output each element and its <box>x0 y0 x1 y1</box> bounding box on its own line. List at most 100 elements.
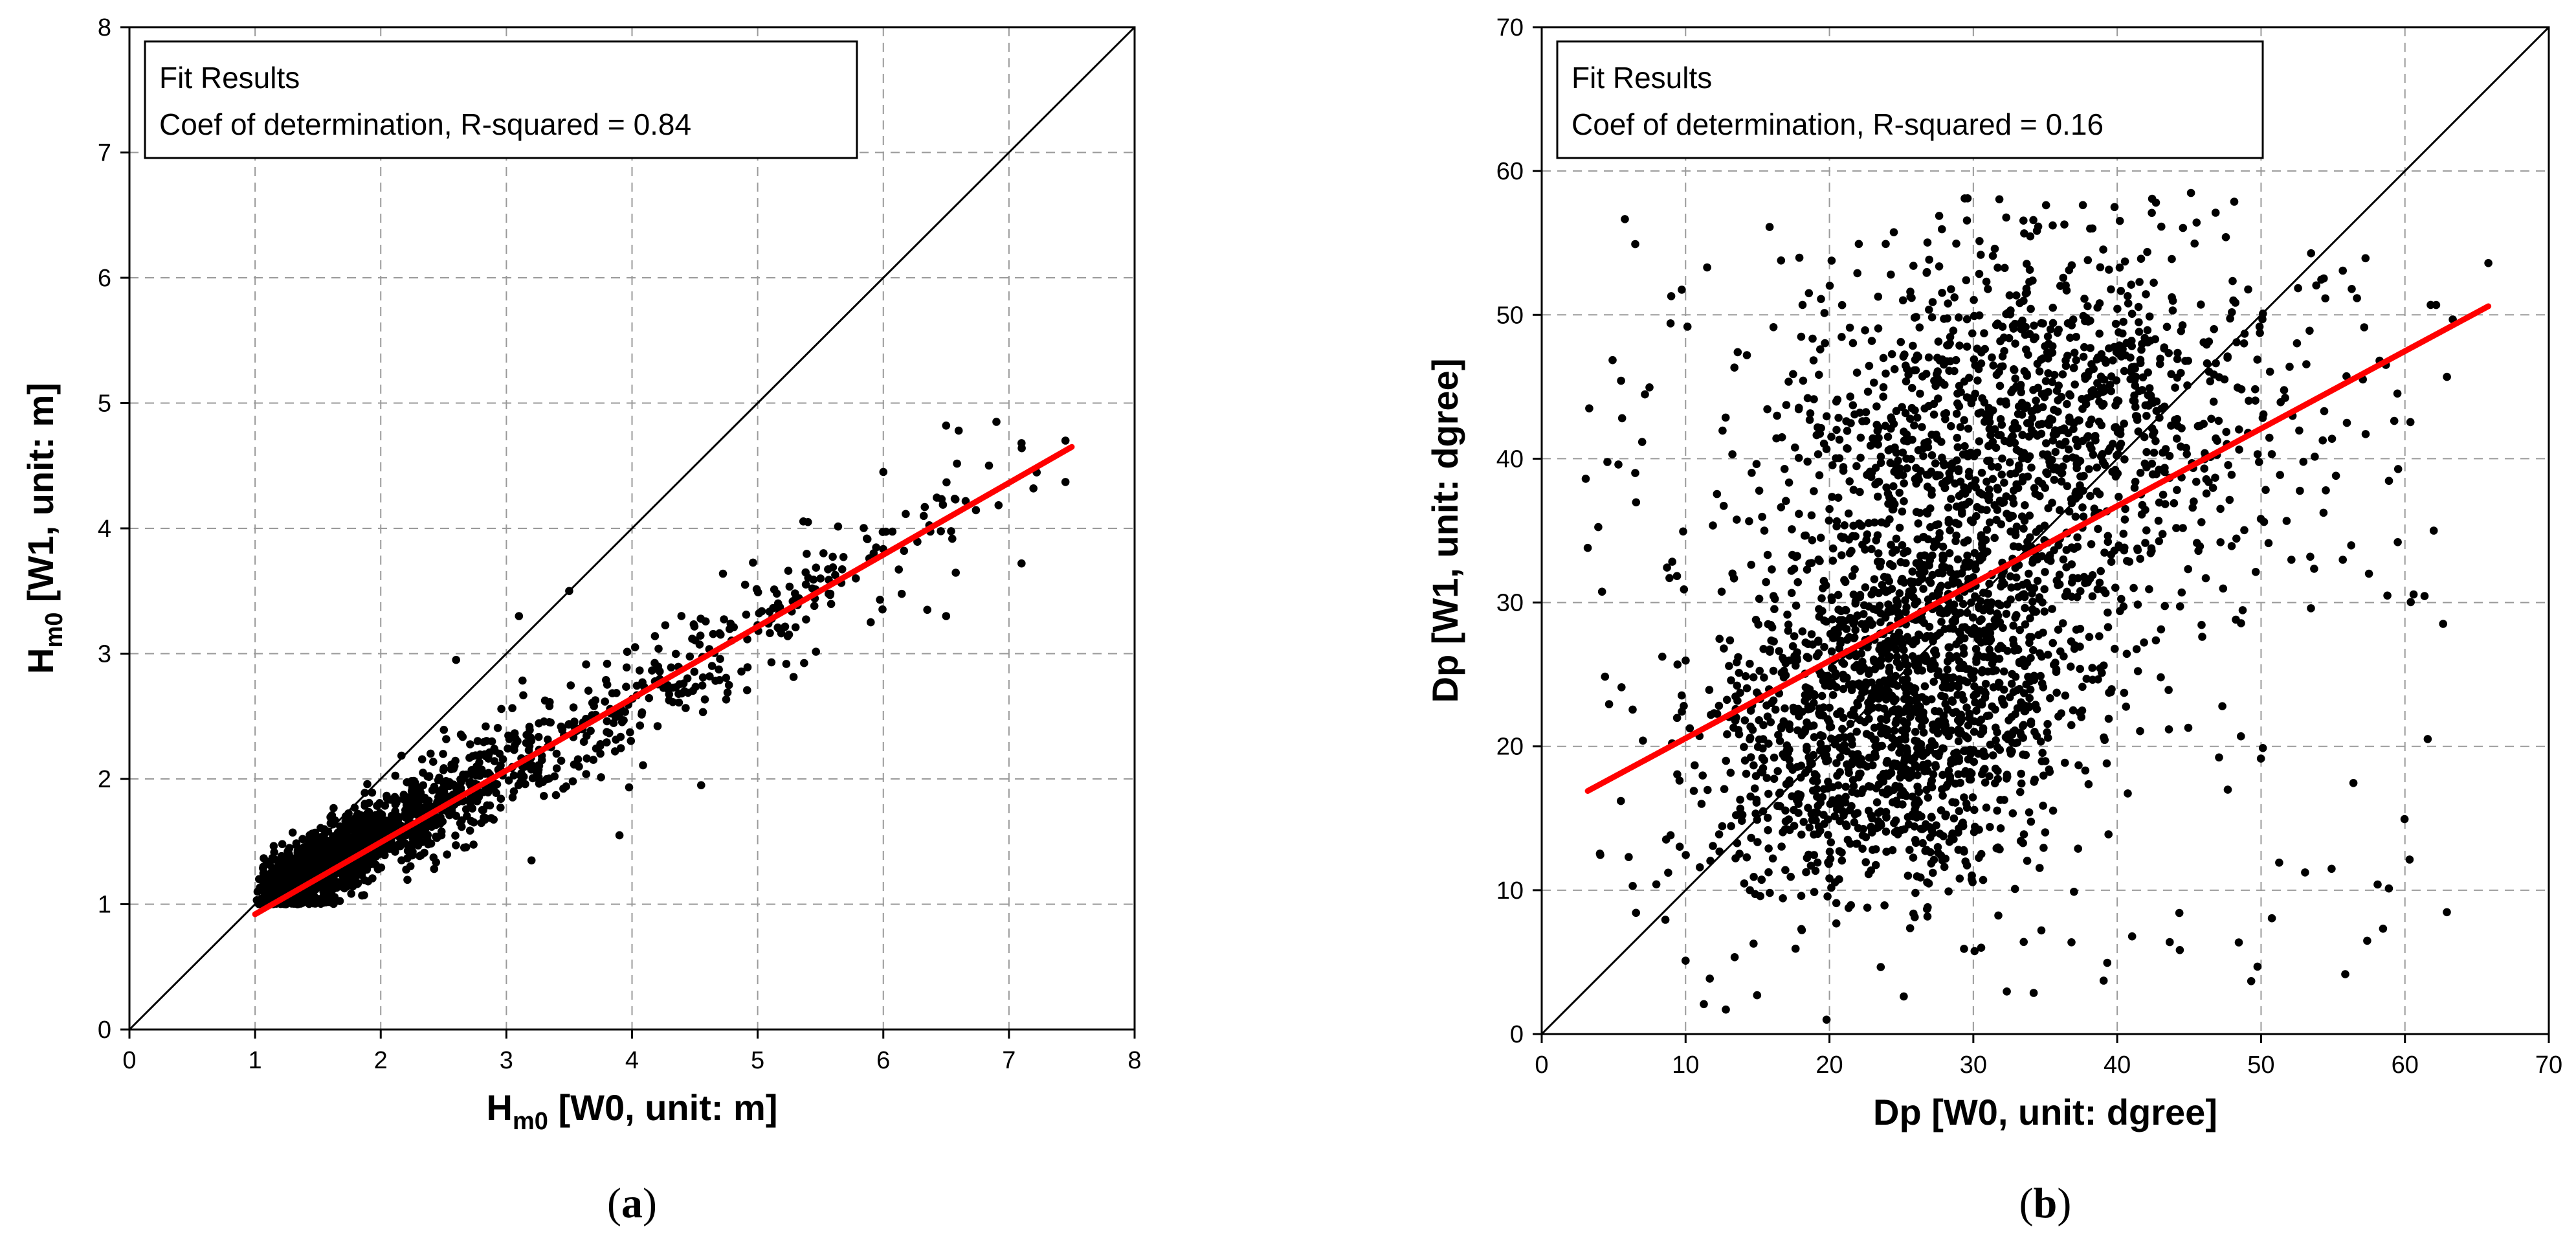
scatter-point <box>2006 595 2015 604</box>
scatter-point <box>2019 750 2027 759</box>
scatter-point <box>2105 265 2113 274</box>
scatter-point <box>2087 444 2096 453</box>
scatter-point <box>2076 664 2084 673</box>
scatter-point <box>1860 610 1868 618</box>
scatter-point <box>2036 671 2045 681</box>
scatter-point <box>582 770 590 778</box>
scatter-point <box>1924 793 1933 802</box>
scatter-point <box>2104 532 2113 541</box>
scatter-point <box>2127 342 2136 350</box>
scatter-point <box>1822 617 1830 626</box>
scatter-point <box>827 600 836 609</box>
scatter-point <box>1882 813 1891 822</box>
scatter-point <box>825 589 833 598</box>
scatter-point <box>300 861 309 870</box>
scatter-point <box>1956 423 1965 431</box>
scatter-point <box>2083 302 2092 311</box>
scatter-point <box>2161 500 2170 508</box>
scatter-point <box>1795 510 1803 518</box>
scatter-point <box>2034 631 2043 640</box>
scatter-point <box>1946 333 1955 341</box>
scatter-point <box>1918 423 1926 431</box>
scatter-point <box>2208 484 2217 492</box>
scatter-point <box>2227 542 2236 550</box>
scatter-point <box>372 811 381 820</box>
scatter-point <box>2072 356 2080 365</box>
scatter-point <box>1927 776 1936 785</box>
scatter-point <box>1718 822 1727 831</box>
scatter-point <box>1944 299 1952 308</box>
scatter-point <box>1680 585 1689 594</box>
scatter-point <box>1987 462 1996 471</box>
scatter-point <box>1938 771 1947 780</box>
scatter-point <box>1993 774 2002 783</box>
scatter-point <box>1827 593 1836 602</box>
scatter-point <box>1810 888 1819 896</box>
scatter-point <box>1948 798 1957 807</box>
scatter-point <box>636 721 645 730</box>
scatter-point <box>1884 600 1893 609</box>
scatter-point <box>1746 659 1754 668</box>
scatter-point <box>575 762 583 771</box>
scatter-point <box>1779 828 1787 837</box>
scatter-point <box>671 649 680 658</box>
scatter-point <box>2030 775 2039 784</box>
scatter-point <box>550 772 559 781</box>
scatter-point <box>1740 743 1748 751</box>
scatter-point <box>1978 394 1986 403</box>
scatter-point <box>397 751 406 760</box>
scatter-point <box>2025 265 2034 275</box>
scatter-point <box>1784 478 1793 487</box>
scatter-point <box>1867 692 1876 701</box>
scatter-point <box>1975 552 1984 561</box>
scatter-point <box>1915 631 1924 640</box>
scatter-point <box>1893 737 1901 745</box>
scatter-point <box>1794 405 1803 414</box>
scatter-point <box>1979 766 1988 774</box>
scatter-point <box>757 607 766 616</box>
scatter-point <box>1940 381 1949 389</box>
scatter-point <box>2115 328 2123 337</box>
y-axis-label-subscript: m0 <box>41 613 68 648</box>
scatter-point <box>1730 953 1739 962</box>
scatter-point <box>1934 375 1942 383</box>
scatter-point <box>2319 508 2328 517</box>
scatter-point <box>1884 446 1893 455</box>
scatter-point <box>2209 398 2218 406</box>
scatter-point <box>1816 345 1825 354</box>
scatter-point <box>439 725 449 734</box>
scatter-point <box>953 459 961 468</box>
scatter-point <box>2295 426 2304 435</box>
scatter-point <box>1798 627 1807 636</box>
scatter-point <box>2361 430 2370 438</box>
scatter-point <box>722 673 731 682</box>
scatter-point <box>2232 534 2241 543</box>
scatter-point <box>478 805 487 815</box>
scatter-point <box>504 744 512 753</box>
scatter-point <box>1911 406 1919 415</box>
scatter-point <box>2061 692 2070 700</box>
scatter-point <box>1781 704 1789 713</box>
scatter-point <box>361 853 370 862</box>
scatter-point <box>2179 223 2188 232</box>
scatter-point <box>1713 490 1722 499</box>
scatter-point <box>1963 678 1971 686</box>
scatter-point <box>1979 606 1988 614</box>
scatter-point <box>1663 563 1671 572</box>
scatter-point <box>2035 367 2044 376</box>
scatter-point <box>1975 718 1983 726</box>
scatter-point <box>1982 477 1991 486</box>
scatter-point <box>1937 438 1946 446</box>
scatter-point <box>1887 768 1895 777</box>
scatter-point <box>317 840 326 849</box>
scatter-point <box>1995 679 2004 688</box>
scatter-point <box>2019 524 2028 533</box>
scatter-point <box>654 662 663 671</box>
scatter-point <box>2213 436 2221 445</box>
scatter-point <box>1929 720 1938 729</box>
scatter-point <box>2116 607 2124 616</box>
scatter-point <box>1938 607 1948 616</box>
x-axis-label-rest: [W0, unit: m] <box>548 1087 778 1128</box>
scatter-point <box>2285 363 2294 371</box>
scatter-point <box>1794 453 1803 462</box>
